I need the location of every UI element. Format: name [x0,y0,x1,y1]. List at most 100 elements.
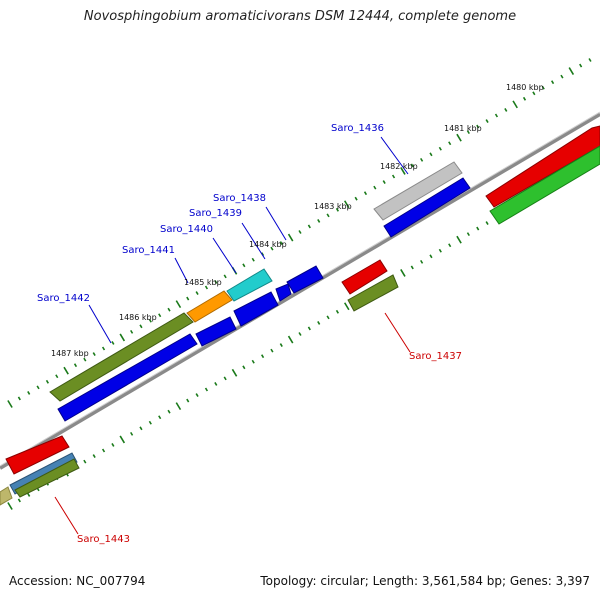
tick-upper-54 [512,100,518,109]
gene-feature-right-red[interactable] [485,125,600,208]
tick-upper-50 [476,124,480,129]
tick-upper-53 [504,108,508,112]
gene-label-saro-1436[interactable]: Saro_1436 [331,123,384,134]
gene-label-saro-1441[interactable]: Saro_1441 [122,245,175,256]
tick-upper-12 [119,333,126,342]
scale-labels: 1480 kbp 1481 kbp 1482 kbp 1483 kbp 1484… [51,83,544,358]
leader-saro-1439 [241,222,266,260]
tick-upper-0 [7,400,13,408]
gene-feature-saro-1439[interactable] [233,291,279,327]
tick-lower-27 [260,354,265,359]
tick-lower-14 [139,426,143,431]
tick-lower-34 [326,315,330,320]
tick-upper-3 [36,385,40,390]
tick-lower-43 [410,265,414,270]
tick-lower-20 [195,393,199,397]
tick-upper-43 [410,163,414,168]
gene-label-saro-1440[interactable]: Saro_1440 [160,224,213,235]
scale-label-1480: 1480 kbp [506,83,544,92]
tick-lower-13 [130,431,134,436]
gene-feature-saro-1436-outer[interactable] [373,161,463,221]
scale-label-1482: 1482 kbp [380,162,418,171]
gene-feature-saro-1442-inner[interactable] [57,333,198,422]
tick-lower-10 [101,448,106,453]
gene-feature-saro-1440[interactable] [226,268,273,302]
tick-lower-11 [111,443,115,447]
tick-lower-26 [251,359,255,364]
tick-lower-50 [476,226,480,231]
tick-upper-4 [45,379,50,384]
tick-lower-46 [438,248,442,253]
tick-upper-35 [335,207,340,212]
tick-upper-40 [382,180,386,184]
tick-lower-42 [400,269,406,277]
tick-upper-56 [532,91,536,96]
gene-feature-saro-1437[interactable] [347,274,399,312]
accession-text: Accession: NC_007794 [9,574,146,588]
tick-upper-62 [588,58,592,62]
tick-lower-25 [242,365,246,370]
gene-label-saro-1438[interactable]: Saro_1438 [213,193,266,204]
gene-feature-right-blue[interactable] [286,265,324,294]
gene-label-saro-1442[interactable]: Saro_1442 [37,293,90,304]
tick-lower-1 [17,498,21,503]
tick-upper-18 [175,300,182,309]
tick-upper-26 [251,257,255,262]
gene-label-saro-1443[interactable]: Saro_1443 [77,534,130,545]
tick-upper-13 [130,329,134,334]
tick-upper-16 [158,313,162,318]
tick-upper-61 [579,63,583,68]
tick-upper-15 [148,318,152,323]
genome-backbone [0,112,600,470]
tick-lower-49 [466,232,470,237]
tick-lower-48 [456,235,462,244]
tick-upper-34 [326,213,330,218]
tick-lower-15 [148,420,152,425]
tick-upper-36 [343,200,350,209]
tick-lower-19 [186,398,190,403]
tick-lower-16 [158,415,162,420]
tick-upper-10 [101,346,106,351]
tick-upper-59 [560,74,564,79]
tick-upper-37 [354,196,358,201]
tick-upper-39 [373,185,377,190]
gene-feature-saro-1437-red[interactable] [341,259,388,295]
tick-lower-21 [204,387,209,392]
scale-label-1484: 1484 kbp [249,240,287,249]
scale-ticks-upper [7,58,592,408]
tick-upper-9 [92,352,96,356]
gene-feature-saro-1441[interactable] [186,290,233,323]
gene-feature-right-green[interactable] [489,145,600,225]
tick-upper-58 [550,80,555,85]
gene-label-saro-1437[interactable]: Saro_1437 [409,351,462,362]
tick-lower-32 [307,326,311,331]
tick-upper-30 [287,233,294,242]
tick-lower-29 [279,343,283,348]
gene-label-saro-1439[interactable]: Saro_1439 [189,208,242,219]
tick-upper-28 [270,246,274,251]
leader-saro-1440 [212,237,237,274]
tick-upper-5 [55,374,59,379]
tick-upper-19 [186,296,190,301]
scale-label-1486: 1486 kbp [119,313,157,322]
tick-upper-49 [466,130,470,135]
tick-lower-30 [287,335,294,344]
leader-saro-1443 [54,496,79,535]
gene-feature-saro-1441-inner[interactable] [195,316,237,347]
tick-upper-55 [522,96,527,101]
gene-feature-saro-1443[interactable] [14,458,80,498]
gene-feature-saro-1438[interactable] [275,283,292,302]
genome-title: Novosphingobium aromaticivorans DSM 1244… [83,9,517,24]
tick-upper-7 [73,363,78,368]
gene-feature-saro-1442-outer[interactable] [49,312,194,402]
gene-feature-saro-1436-inner[interactable] [383,177,471,238]
gene-feature-left-red[interactable] [5,435,70,475]
scale-label-1485: 1485 kbp [184,278,222,287]
tick-upper-22 [214,280,218,284]
tick-upper-8 [83,357,87,362]
gene-feature-left-khaki[interactable] [0,486,13,506]
tick-upper-20 [195,291,199,295]
tick-upper-42 [400,167,406,175]
tick-upper-48 [456,133,462,142]
tick-upper-1 [17,396,21,401]
